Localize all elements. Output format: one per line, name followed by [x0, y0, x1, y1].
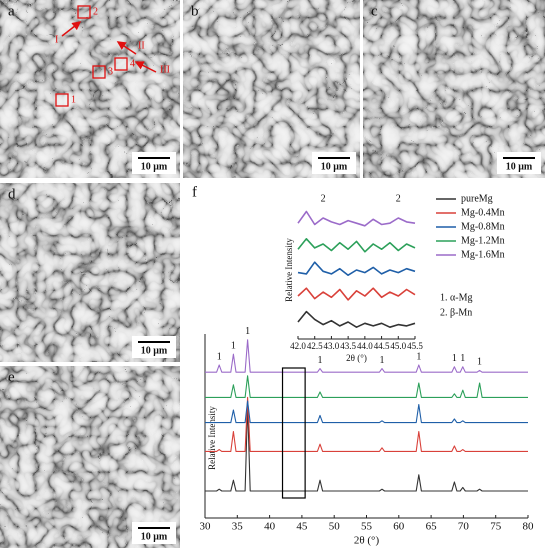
panel-label: e	[8, 369, 15, 385]
series-line	[297, 287, 416, 301]
x-tick-label: 44.5	[374, 341, 390, 351]
y-axis-label: Relative Intensity	[207, 406, 217, 470]
micrograph	[0, 183, 180, 362]
x-tick-label: 42.0	[290, 341, 306, 351]
legend-label: Mg-1.2Mn	[461, 235, 505, 246]
scale-bar-label: 10 μm	[321, 161, 348, 172]
arrow	[116, 41, 137, 55]
phase-legend: 1. α-Mg	[440, 292, 472, 303]
x-tick-label: 35	[232, 521, 244, 533]
marker-label: 3	[108, 66, 113, 77]
series-line	[205, 404, 528, 492]
x-tick-label: 75	[490, 521, 502, 533]
x-tick-label: 40	[264, 521, 276, 533]
x-tick-label: 44.0	[357, 341, 373, 351]
peak-label: 1	[231, 340, 236, 351]
marker-box	[77, 5, 91, 19]
peak-label: 1	[317, 355, 322, 366]
x-tick-label: 43.5	[340, 341, 356, 351]
series-line	[297, 238, 416, 253]
panel-label: f	[192, 184, 197, 200]
x-tick-label: 55	[361, 521, 373, 533]
series-line	[205, 400, 528, 424]
panel-label: c	[371, 3, 378, 19]
x-tick-label: 65	[426, 521, 438, 533]
panel-label: a	[8, 3, 15, 19]
legend-label: Mg-0.4Mn	[461, 207, 505, 218]
scale-bar-label: 10 μm	[506, 161, 533, 172]
legend-label: Mg-1.6Mn	[461, 249, 505, 260]
marker-label: 1	[71, 94, 76, 105]
series-line	[297, 261, 416, 276]
zoom-box	[281, 367, 306, 499]
peak-label: 1	[217, 351, 222, 362]
marker-label: 4	[130, 58, 135, 69]
series-line	[297, 310, 416, 328]
micrograph	[183, 0, 360, 178]
x-tick-label: 45.5	[407, 341, 423, 351]
marker-box	[114, 57, 128, 71]
series-line	[205, 375, 528, 398]
scale-bar-label: 10 μm	[141, 531, 168, 542]
series-line	[205, 396, 528, 452]
arrow-label: II	[138, 40, 145, 51]
peak-label: 1	[460, 353, 465, 364]
peak-label: 1	[380, 355, 385, 366]
scale-bar-label: 10 μm	[141, 161, 168, 172]
x-tick-label: 43.0	[324, 341, 340, 351]
marker-label: 2	[93, 6, 98, 17]
x-axis-label: 2θ (°)	[346, 353, 367, 363]
legend-label: pureMg	[461, 193, 493, 204]
x-tick-label: 50	[329, 521, 341, 533]
x-tick-label: 45.0	[390, 341, 406, 351]
marker-box	[55, 93, 69, 107]
arrow	[134, 61, 157, 73]
annotation: 2	[396, 193, 401, 204]
x-tick-label: 30	[200, 521, 212, 533]
arrow-label: III	[160, 64, 170, 75]
panel-label: d	[8, 186, 16, 202]
x-tick-label: 70	[458, 521, 470, 533]
x-tick-label: 60	[393, 521, 405, 533]
phase-legend: 2. β-Mn	[440, 307, 472, 318]
micrograph	[0, 366, 180, 548]
marker-box	[92, 65, 106, 79]
peak-label: 1	[477, 357, 482, 368]
y-axis-label: Relative Intensity	[284, 238, 294, 302]
x-tick-label: 42.5	[307, 341, 323, 351]
panel-label: b	[191, 3, 199, 19]
peak-label: 1	[245, 326, 250, 337]
micrograph	[0, 0, 180, 178]
x-tick-label: 45	[296, 521, 308, 533]
legend-label: Mg-0.8Mn	[461, 221, 505, 232]
x-tick-label: 80	[523, 521, 535, 533]
arrow-label: I	[55, 34, 58, 45]
x-axis-label: 2θ (°)	[354, 535, 380, 547]
micrograph	[363, 0, 545, 178]
arrow	[61, 21, 82, 37]
scale-bar-label: 10 μm	[141, 345, 168, 356]
annotation: 2	[321, 193, 326, 204]
peak-label: 1	[416, 351, 421, 362]
peak-label: 1	[452, 353, 457, 364]
series-line	[205, 339, 528, 373]
series-line	[297, 210, 416, 227]
